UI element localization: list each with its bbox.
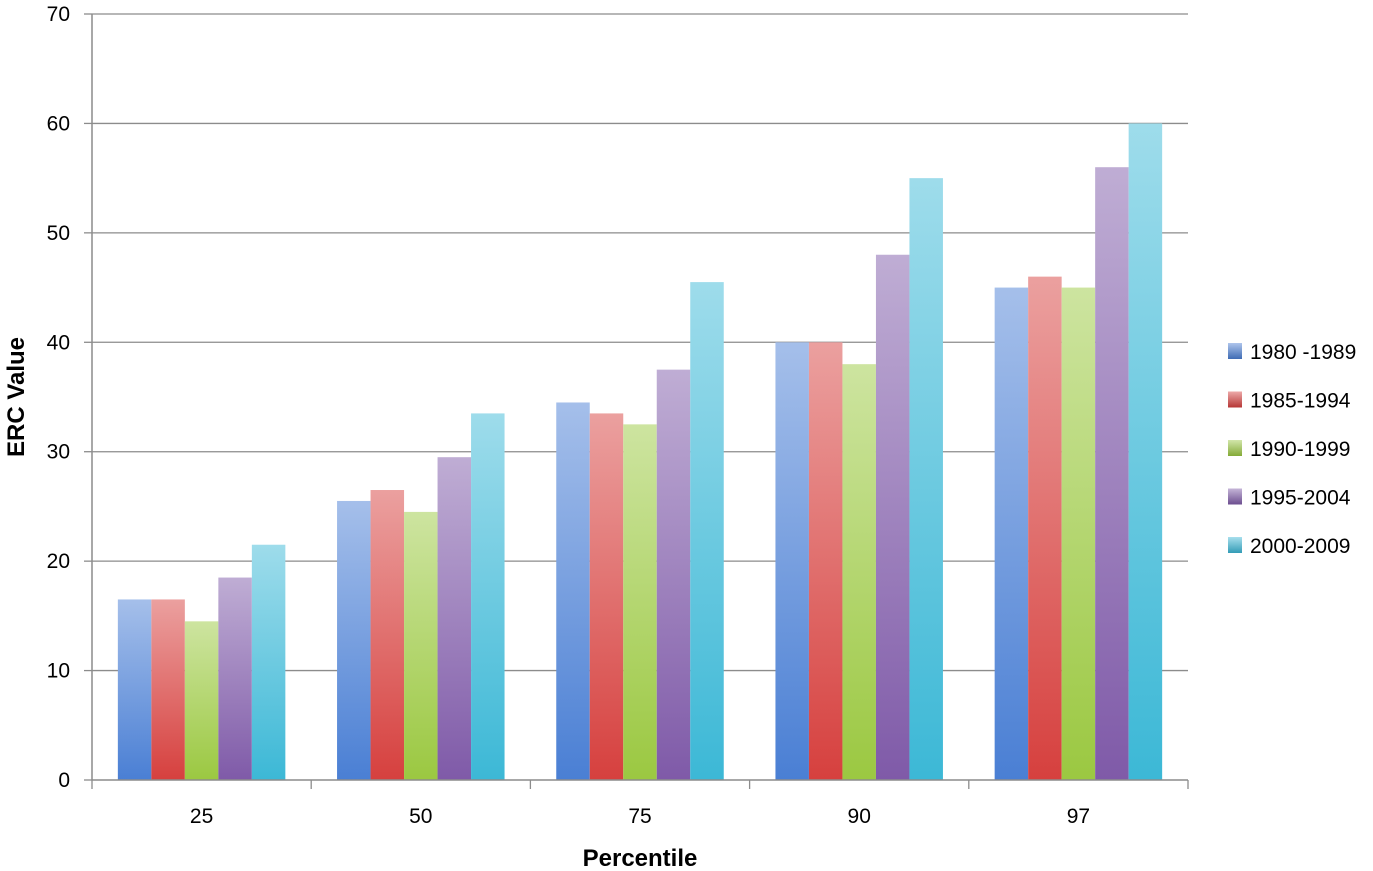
y-axis-title: ERC Value — [3, 337, 30, 457]
bar — [589, 413, 624, 780]
y-tick-label: 0 — [58, 769, 70, 792]
bar — [775, 342, 809, 780]
legend-swatch — [1228, 537, 1242, 553]
bar — [251, 544, 286, 780]
bar — [656, 369, 691, 780]
bar — [218, 577, 252, 780]
bar — [994, 287, 1029, 780]
bar — [909, 178, 943, 781]
bar — [690, 282, 724, 780]
x-tick-labels: 25 50 75 90 97 — [190, 805, 1090, 828]
x-tick-label: 75 — [628, 805, 651, 828]
bar — [1128, 123, 1163, 780]
legend-label: 1985-1994 — [1250, 390, 1351, 413]
x-tick-label: 97 — [1067, 805, 1090, 828]
legend-label: 1980 -1989 — [1250, 341, 1356, 364]
x-tick-label: 90 — [848, 805, 871, 828]
y-tick-label: 70 — [47, 3, 70, 26]
legend-label: 1995-2004 — [1250, 487, 1351, 510]
y-tick-label: 30 — [47, 441, 70, 464]
y-tick-label: 10 — [47, 660, 70, 683]
y-tick-label: 50 — [47, 222, 70, 245]
y-tick-label: 20 — [47, 550, 70, 573]
bar — [471, 413, 505, 780]
x-axis-title: Percentile — [583, 845, 698, 871]
bar — [404, 511, 438, 780]
axes — [91, 14, 1189, 789]
bar — [184, 621, 219, 780]
bar — [556, 402, 590, 780]
legend: 1980 -1989 1985-1994 1990-1999 1995-2004 200… — [1228, 341, 1356, 558]
bar — [1095, 167, 1129, 780]
bar — [842, 364, 876, 780]
bars — [117, 123, 1163, 781]
x-tick-label: 25 — [190, 805, 213, 828]
x-tick-label: 50 — [409, 805, 432, 828]
bar — [1061, 287, 1096, 780]
bar — [808, 342, 843, 780]
bar — [117, 599, 152, 780]
bar — [337, 500, 371, 780]
bar — [623, 424, 657, 780]
y-tick-label: 40 — [47, 331, 70, 354]
legend-label: 2000-2009 — [1250, 535, 1350, 558]
legend-label: 1990-1999 — [1250, 438, 1350, 461]
legend-swatch — [1228, 343, 1242, 359]
bar — [437, 457, 472, 780]
y-tick-label: 60 — [47, 112, 70, 135]
y-tick-labels: 0 10 20 30 40 50 60 70 — [47, 3, 70, 792]
bar — [875, 254, 910, 780]
legend-swatch — [1228, 488, 1242, 505]
bar — [151, 599, 185, 780]
bar — [1028, 276, 1062, 780]
legend-swatch — [1228, 391, 1242, 408]
bar — [370, 490, 405, 780]
legend-swatch — [1228, 440, 1242, 456]
